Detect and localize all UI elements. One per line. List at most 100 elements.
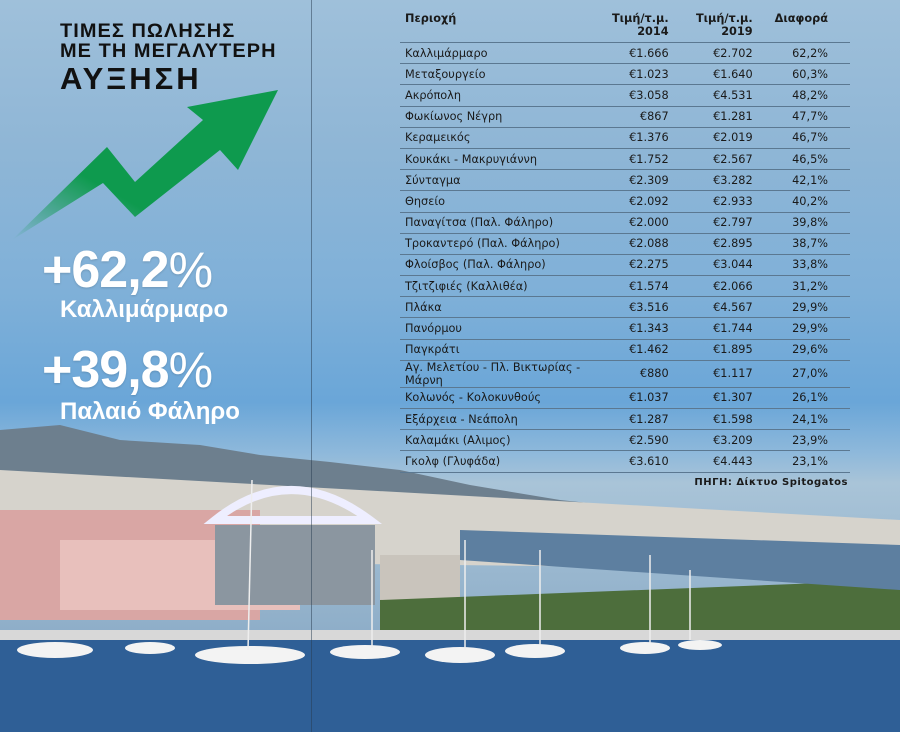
highlight-1-value: +62,2% [42, 240, 213, 300]
highlight-1-number: +62,2 [42, 241, 170, 299]
cell-area: Κολωνός - Κολοκυνθούς [400, 387, 607, 410]
table-row: Τροκαντερό (Παλ. Φάληρο) €2.088 €2.895 38,7… [400, 233, 850, 255]
cell-difference: 40,2% [774, 190, 850, 213]
cell-price-2014: €1.574 [606, 275, 691, 298]
cell-price-2019: €4.531 [690, 84, 775, 107]
cell-difference: 39,8% [774, 212, 850, 234]
cell-price-2014: €2.309 [606, 169, 691, 192]
table-row: Γκολφ (Γλυφάδα) €3.610 €4.443 23,1% [400, 450, 850, 473]
cell-area: Τροκαντερό (Παλ. Φάληρο) [400, 233, 607, 255]
table-row: Θησείο €2.092 €2.933 40,2% [400, 190, 850, 213]
cell-price-2014: €3.058 [606, 84, 691, 107]
cell-area: Θησείο [400, 190, 607, 213]
cell-price-2019: €1.744 [690, 317, 775, 340]
cell-price-2019: €1.307 [690, 387, 775, 410]
table-row: Φλοίσβος (Παλ. Φάληρο) €2.275 €3.044 33,8% [400, 254, 850, 277]
cell-price-2019: €3.282 [690, 169, 775, 192]
cell-area: Τζιτζιφιές (Καλλιθέα) [400, 275, 607, 298]
table-row: Κεραμεικός €1.376 €2.019 46,7% [400, 127, 850, 149]
cell-area: Φωκίωνος Νέγρη [400, 106, 607, 128]
header-area: Περιοχή [400, 12, 607, 43]
trend-up-arrow-icon [12, 90, 278, 240]
cell-price-2014: €2.590 [606, 429, 691, 452]
cell-area: Παγκράτι [400, 339, 607, 361]
table-row: Παναγίτσα (Παλ. Φάληρο) €2.000 €2.797 39,8% [400, 212, 850, 234]
cell-area: Σύνταγμα [400, 169, 607, 192]
cell-difference: 38,7% [774, 233, 850, 255]
cell-price-2019: €1.640 [690, 63, 775, 86]
cell-difference: 33,8% [774, 254, 850, 277]
cell-area: Αγ. Μελετίου - Πλ. Βικτωρίας - Μάρνη [400, 360, 607, 388]
table-header-row: Περιοχή Τιμή/τ.μ. 2014 Τιμή/τ.μ. 2019 Δι… [400, 12, 850, 43]
cell-area: Μεταξουργείο [400, 63, 607, 86]
cell-difference: 60,3% [774, 63, 850, 86]
cell-price-2019: €3.209 [690, 429, 775, 452]
table-row: Παγκράτι €1.462 €1.895 29,6% [400, 339, 850, 361]
cell-difference: 42,1% [774, 169, 850, 192]
cell-area: Πλάκα [400, 296, 607, 319]
cell-price-2014: €1.462 [606, 339, 691, 361]
infographic-title: ΤΙΜΕΣ ΠΩΛΗΣΗΣ ΜΕ ΤΗ ΜΕΓΑΛΥΤΕΡΗ ΑΥΞΗΣΗ [60, 22, 276, 96]
cell-price-2019: €2.066 [690, 275, 775, 298]
highlight-1-percent: % [168, 242, 214, 298]
table-row: Ακρόπολη €3.058 €4.531 48,2% [400, 84, 850, 107]
table-row: Σύνταγμα €2.309 €3.282 42,1% [400, 169, 850, 192]
cell-difference: 23,1% [774, 450, 850, 473]
cell-area: Πανόρμου [400, 317, 607, 340]
cell-difference: 47,7% [774, 106, 850, 128]
cell-price-2014: €1.023 [606, 63, 691, 86]
page-fold [311, 0, 312, 732]
cell-difference: 29,9% [774, 317, 850, 340]
cell-difference: 24,1% [774, 408, 850, 431]
title-line-3: ΑΥΞΗΣΗ [60, 61, 202, 96]
highlight-2-percent: % [168, 342, 214, 398]
highlight-1-area: Καλλιμάρμαρο [60, 296, 229, 323]
cell-price-2014: €2.088 [606, 233, 691, 255]
cell-difference: 29,9% [774, 296, 850, 319]
cell-price-2019: €2.895 [690, 233, 775, 255]
cell-price-2014: €1.037 [606, 387, 691, 410]
cell-difference: 48,2% [774, 84, 850, 107]
header-price-2014: Τιμή/τ.μ. 2014 [606, 12, 691, 43]
cell-price-2019: €2.019 [690, 127, 775, 149]
cell-difference: 46,5% [774, 148, 850, 171]
table-row: Πανόρμου €1.343 €1.744 29,9% [400, 317, 850, 340]
cell-price-2014: €3.516 [606, 296, 691, 319]
table-row: Πλάκα €3.516 €4.567 29,9% [400, 296, 850, 319]
highlight-2-area: Παλαιό Φάληρο [60, 398, 240, 425]
cell-price-2019: €1.281 [690, 106, 775, 128]
cell-price-2014: €1.343 [606, 317, 691, 340]
table-row: Μεταξουργείο €1.023 €1.640 60,3% [400, 63, 850, 86]
cell-price-2019: €2.797 [690, 212, 775, 234]
cell-price-2014: €1.287 [606, 408, 691, 431]
cell-area: Κεραμεικός [400, 127, 607, 149]
cell-area: Φλοίσβος (Παλ. Φάληρο) [400, 254, 607, 277]
cell-price-2019: €4.443 [690, 450, 775, 473]
cell-area: Παναγίτσα (Παλ. Φάληρο) [400, 212, 607, 234]
cell-difference: 29,6% [774, 339, 850, 361]
table-row: Κολωνός - Κολοκυνθούς €1.037 €1.307 26,1% [400, 387, 850, 410]
table-row: Αγ. Μελετίου - Πλ. Βικτωρίας - Μάρνη €880… [400, 360, 850, 388]
cell-price-2014: €2.000 [606, 212, 691, 234]
cell-difference: 46,7% [774, 127, 850, 149]
highlight-2-number: +39,8 [42, 341, 170, 399]
price-increase-table: Περιοχή Τιμή/τ.μ. 2014 Τιμή/τ.μ. 2019 Δι… [400, 12, 850, 473]
cell-price-2014: €2.275 [606, 254, 691, 277]
cell-difference: 62,2% [774, 42, 850, 65]
cell-price-2014: €880 [606, 360, 691, 388]
cell-price-2014: €1.752 [606, 148, 691, 171]
table-row: Εξάρχεια - Νεάπολη €1.287 €1.598 24,1% [400, 408, 850, 431]
cell-difference: 31,2% [774, 275, 850, 298]
title-line-2: ΜΕ ΤΗ ΜΕΓΑΛΥΤΕΡΗ [60, 41, 277, 62]
cell-price-2019: €3.044 [690, 254, 775, 277]
title-line-1: ΤΙΜΕΣ ΠΩΛΗΣΗΣ [60, 21, 236, 42]
cell-price-2019: €1.117 [690, 360, 775, 388]
header-difference: Διαφορά [774, 12, 850, 43]
cell-area: Καλαμάκι (Αλιμος) [400, 429, 607, 452]
cell-area: Καλλιμάρμαρο [400, 42, 607, 65]
cell-difference: 23,9% [774, 429, 850, 452]
table-row: Τζιτζιφιές (Καλλιθέα) €1.574 €2.066 31,2% [400, 275, 850, 298]
cell-price-2019: €2.567 [690, 148, 775, 171]
cell-price-2014: €3.610 [606, 450, 691, 473]
